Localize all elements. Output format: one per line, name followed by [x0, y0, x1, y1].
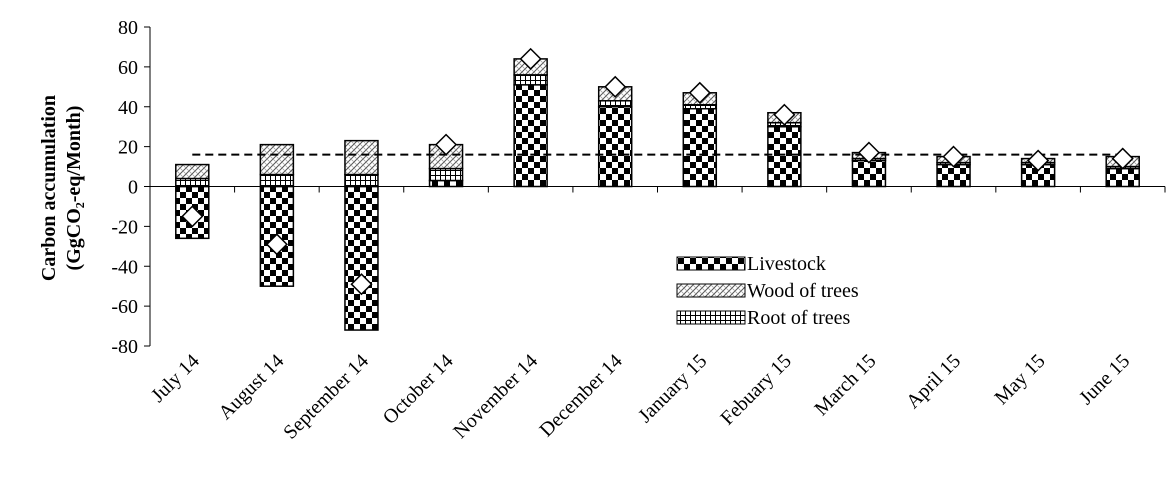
- net-marker: [265, 233, 288, 256]
- x-tick-label: June 15: [1075, 350, 1134, 409]
- net-markers: [181, 47, 1134, 296]
- bars: [175, 58, 1140, 331]
- y-tick-label: 60: [118, 57, 138, 79]
- bar-segment-root-of-trees: [259, 173, 295, 188]
- x-tick-label: December 14: [535, 350, 626, 441]
- legend-swatch-wood-of-trees: [676, 283, 746, 298]
- x-tick-label: Febuary 15: [716, 350, 796, 430]
- net-marker: [1111, 147, 1134, 170]
- ylabel-line-2: (GgCO₂-eq/Month): [63, 106, 85, 271]
- bar-segment-livestock: [682, 107, 718, 188]
- bar-segment-livestock: [767, 125, 802, 188]
- bar-segment-root-of-trees: [344, 173, 379, 188]
- y-tick-label: 40: [118, 97, 138, 119]
- bar-segment-wood-of-trees: [259, 143, 295, 176]
- x-tick-label: April 15: [902, 350, 965, 413]
- net-marker: [434, 133, 458, 156]
- bar-segment-livestock: [936, 163, 971, 188]
- net-marker: [942, 145, 965, 168]
- bar-segment-livestock: [344, 185, 379, 331]
- bar-segment-root-of-trees: [175, 177, 210, 188]
- legend-swatch-root-of-trees: [676, 310, 746, 325]
- legend: Livestock Wood of trees Root of trees: [676, 253, 859, 329]
- x-tick-label: May 15: [990, 350, 1049, 409]
- net-marker: [350, 273, 373, 296]
- net-marker: [604, 75, 627, 98]
- bar-segment-wood-of-trees: [344, 139, 379, 176]
- y-axis-ticks: 80 60 40 20 0 -20 -40 -60 -80: [111, 17, 150, 358]
- y-tick-label: -80: [111, 336, 138, 358]
- x-tick-label: November 14: [449, 350, 542, 443]
- x-tick-label: October 14: [379, 350, 458, 429]
- net-marker: [688, 81, 711, 104]
- bar-segment-root-of-trees: [597, 100, 633, 108]
- ylabel-line-1: Carbon accumulation: [38, 95, 60, 281]
- net-marker: [1027, 149, 1050, 172]
- bar-segment-livestock: [597, 106, 633, 188]
- legend-label-root-of-trees: Root of trees: [747, 307, 851, 329]
- net-marker: [773, 103, 796, 126]
- bar-segment-root-of-trees: [428, 167, 464, 182]
- net-marker: [181, 205, 204, 228]
- x-tick-label: August 14: [214, 350, 288, 424]
- x-tick-label: January 15: [634, 350, 711, 427]
- bar-segment-livestock: [1105, 167, 1140, 188]
- legend-label-livestock: Livestock: [747, 253, 826, 275]
- y-tick-label: -20: [111, 216, 138, 238]
- y-axis-title: Carbon accumulation (GgCO₂-eq/Month): [38, 95, 85, 281]
- bar-segment-livestock: [428, 179, 464, 188]
- axes: [149, 27, 1166, 346]
- bar-segment-livestock: [851, 159, 887, 188]
- y-tick-label: -40: [111, 256, 138, 278]
- y-tick-label: 20: [118, 137, 138, 159]
- bar-segment-root-of-trees: [513, 74, 548, 86]
- net-marker: [519, 47, 542, 70]
- y-tick-label: 80: [118, 17, 138, 39]
- x-tick-label: March 15: [810, 350, 880, 420]
- net-marker: [857, 141, 881, 164]
- x-tick-label: September 14: [279, 350, 373, 444]
- bar-segment-wood-of-trees: [175, 163, 210, 180]
- legend-label-wood-of-trees: Wood of trees: [747, 280, 859, 302]
- x-tick-label: July 14: [147, 350, 204, 407]
- legend-swatch-livestock: [676, 256, 746, 271]
- y-tick-label: -60: [111, 296, 138, 318]
- y-tick-label: 0: [128, 177, 138, 199]
- bar-segment-livestock: [513, 84, 548, 188]
